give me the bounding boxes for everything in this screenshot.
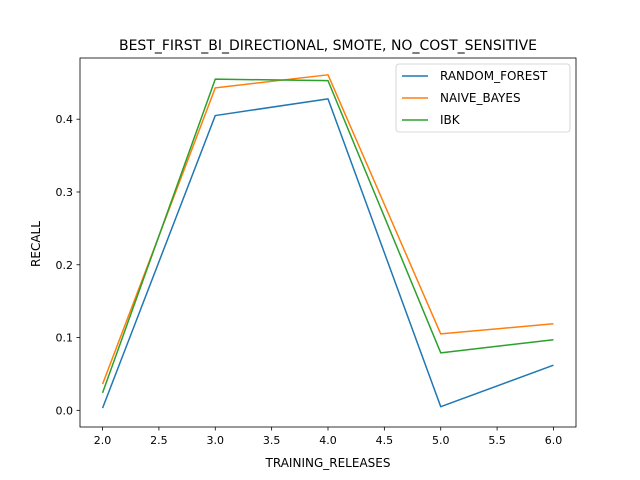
x-tick-label: 6.0 <box>545 434 563 447</box>
series-line-random-forest <box>101 98 554 409</box>
series-group <box>101 74 554 409</box>
y-tick-label: 0.3 <box>56 186 74 199</box>
x-tick-label: 3.5 <box>263 434 281 447</box>
y-tick-label: 0.4 <box>56 113 74 126</box>
x-axis-label: TRAINING_RELEASES <box>265 456 391 470</box>
x-tick-label: 5.0 <box>432 434 450 447</box>
x-tick-label: 3.0 <box>207 434 225 447</box>
y-tick-label: 0.2 <box>56 259 74 272</box>
y-tick-label: 0.0 <box>56 404 74 417</box>
x-tick-label: 2.5 <box>150 434 168 447</box>
x-tick-label: 4.5 <box>376 434 394 447</box>
y-tick-label: 0.1 <box>56 332 74 345</box>
legend: RANDOM_FOREST NAIVE_BAYES IBK <box>395 63 571 133</box>
x-tick-label: 4.0 <box>319 434 337 447</box>
chart-title: BEST_FIRST_BI_DIRECTIONAL, SMOTE, NO_COS… <box>119 38 537 54</box>
series-line-ibk <box>101 78 554 394</box>
y-axis-label: RECALL <box>29 221 43 267</box>
legend-box <box>395 63 571 133</box>
x-tick-label: 5.5 <box>488 434 506 447</box>
legend-label: IBK <box>440 113 461 127</box>
series-line-naive-bayes <box>101 74 554 385</box>
axes-group: 2.0 2.5 3.0 3.5 4.0 4.5 5.0 5.5 6.0 0.0 0.1 0.2 0.3 0… <box>56 57 577 447</box>
legend-label: NAIVE_BAYES <box>440 91 521 105</box>
legend-label: RANDOM_FOREST <box>440 69 548 83</box>
x-tick-label: 2.0 <box>94 434 112 447</box>
